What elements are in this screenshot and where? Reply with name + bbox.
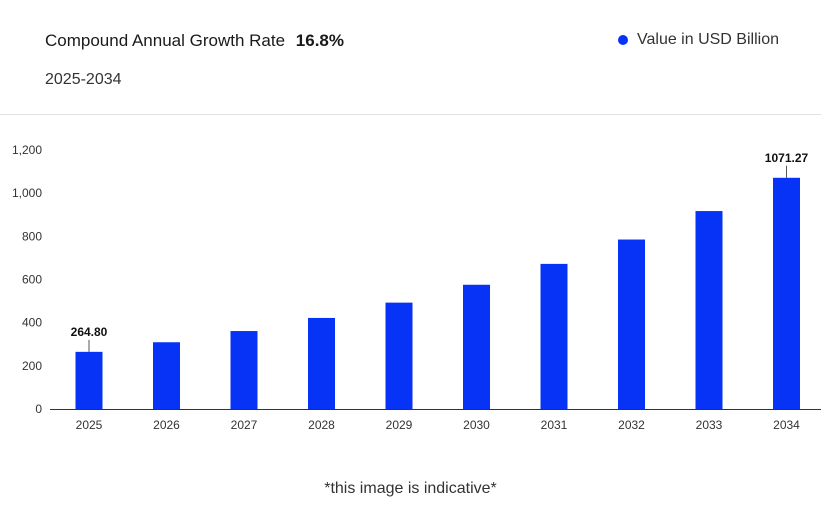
legend: Value in USD Billion [618,31,779,49]
bar-2031 [540,263,568,409]
bar-2026 [153,342,180,409]
data-label: 1071.27 [765,151,809,165]
y-tick-label: 0 [35,402,42,416]
y-tick-label: 600 [22,273,42,287]
x-tick-label: 2034 [773,418,800,432]
y-tick-label: 800 [22,229,42,243]
bar-2034 [773,177,800,409]
legend-dot-icon [618,35,628,45]
bar-2025 [75,351,103,409]
bar-chart: 0 200 400 600 800 1,000 1,200 2025 2026 2027 2028 2… [12,143,821,432]
data-label: 264.80 [71,325,108,339]
y-tick-label: 1,000 [12,186,42,200]
x-tick-label: 2028 [308,418,335,432]
x-tick-label: 2030 [463,418,490,432]
x-tick-label: 2033 [696,418,723,432]
bar-2030 [463,284,490,409]
cagr-line: Compound Annual Growth Rate 16.8% [45,31,344,51]
x-tick-label: 2025 [76,418,103,432]
x-tick-label: 2026 [153,418,180,432]
bar-2028 [308,317,335,409]
bar-2029 [385,302,413,409]
y-tick-label: 400 [22,316,42,330]
legend-label: Value in USD Billion [637,31,779,48]
x-tick-label: 2029 [386,418,413,432]
indicative-note: *this image is indicative* [324,480,497,497]
cagr-value: 16.8% [295,31,344,50]
bar-2027 [230,331,258,409]
y-tick-label: 200 [22,359,42,373]
bar-2032 [618,239,645,409]
cagr-label: Compound Annual Growth Rate [45,31,286,50]
x-tick-label: 2027 [231,418,258,432]
y-tick-label: 1,200 [12,143,42,157]
period-label: 2025-2034 [45,71,122,88]
x-tick-label: 2031 [541,418,568,432]
x-tick-label: 2032 [618,418,645,432]
bar-2033 [695,211,723,409]
chart-header: Compound Annual Growth Rate 16.8% 2025-2… [0,0,821,115]
